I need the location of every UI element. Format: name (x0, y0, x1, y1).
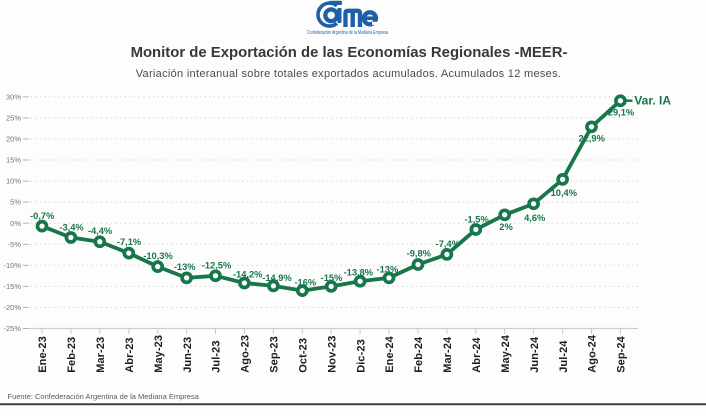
svg-text:Var. IA: Var. IA (634, 93, 671, 107)
svg-text:25%: 25% (6, 114, 21, 123)
svg-text:Variación interanual sobre tot: Variación interanual sobre totales expor… (136, 68, 562, 80)
svg-text:Ago-24: Ago-24 (587, 334, 599, 373)
svg-text:Mar-23: Mar-23 (95, 337, 107, 373)
svg-text:Confederación Argentina de la: Confederación Argentina de la Mediana Em… (307, 30, 389, 36)
svg-text:-16%: -16% (294, 277, 316, 287)
svg-text:Dic-23: Dic-23 (355, 339, 367, 373)
svg-text:-7,4%: -7,4% (436, 239, 461, 249)
svg-text:Jun-24: Jun-24 (529, 336, 541, 373)
svg-text:-9,8%: -9,8% (407, 249, 432, 259)
svg-text:Jul-24: Jul-24 (558, 340, 570, 373)
svg-text:15%: 15% (6, 156, 21, 165)
svg-text:May-23: May-23 (153, 335, 165, 373)
svg-text:-15%: -15% (3, 282, 21, 291)
svg-text:-13%: -13% (174, 262, 196, 272)
svg-text:-13%: -13% (377, 265, 399, 275)
svg-text:Ago-23: Ago-23 (240, 335, 252, 373)
svg-text:-14,2%: -14,2% (233, 270, 263, 280)
svg-text:10,4%: 10,4% (551, 188, 578, 198)
svg-text:Nov-23: Nov-23 (326, 336, 338, 373)
svg-text:Ene-24: Ene-24 (384, 335, 396, 372)
svg-text:-5%: -5% (8, 240, 22, 249)
svg-text:4,6%: 4,6% (524, 213, 546, 223)
svg-text:-10%: -10% (3, 261, 21, 270)
svg-text:May-24: May-24 (500, 334, 512, 373)
svg-text:Jul-23: Jul-23 (211, 340, 223, 372)
svg-text:Ene-23: Ene-23 (37, 336, 49, 373)
svg-text:Feb-24: Feb-24 (413, 336, 425, 373)
svg-text:5%: 5% (10, 198, 21, 207)
svg-text:0%: 0% (10, 219, 21, 228)
svg-text:2%: 2% (499, 222, 513, 232)
svg-text:-12,5%: -12,5% (202, 260, 232, 270)
svg-text:-7,1%: -7,1% (117, 237, 142, 247)
svg-text:-1,5%: -1,5% (464, 214, 489, 224)
svg-text:Sep-24: Sep-24 (616, 335, 628, 372)
svg-text:-13,8%: -13,8% (344, 267, 374, 277)
svg-text:Fuente: Confederación Argentin: Fuente: Confederación Argentina de la Me… (8, 392, 200, 401)
svg-text:Jun-23: Jun-23 (182, 337, 194, 373)
svg-text:Sep-23: Sep-23 (269, 336, 281, 373)
svg-text:-0,7%: -0,7% (30, 211, 55, 221)
svg-text:Abr-23: Abr-23 (124, 337, 136, 372)
svg-text:-15%: -15% (321, 273, 343, 283)
svg-text:Feb-23: Feb-23 (66, 337, 78, 373)
svg-text:Abr-24: Abr-24 (471, 337, 483, 373)
svg-text:-4,4%: -4,4% (88, 226, 113, 236)
svg-text:-10,3%: -10,3% (143, 251, 173, 261)
svg-text:22,9%: 22,9% (579, 133, 606, 143)
svg-text:-25%: -25% (3, 324, 21, 333)
svg-text:-14,9%: -14,9% (262, 273, 292, 283)
svg-text:Monitor de Exportación de las: Monitor de Exportación de las Economías … (131, 45, 568, 61)
svg-text:-3,4%: -3,4% (59, 223, 84, 233)
svg-text:Mar-24: Mar-24 (442, 336, 454, 373)
svg-text:Oct-23: Oct-23 (298, 338, 310, 373)
svg-text:30%: 30% (6, 93, 21, 102)
svg-text:29,1%: 29,1% (608, 108, 635, 118)
svg-text:10%: 10% (6, 177, 21, 186)
svg-text:20%: 20% (6, 135, 21, 144)
svg-text:-20%: -20% (3, 303, 21, 312)
